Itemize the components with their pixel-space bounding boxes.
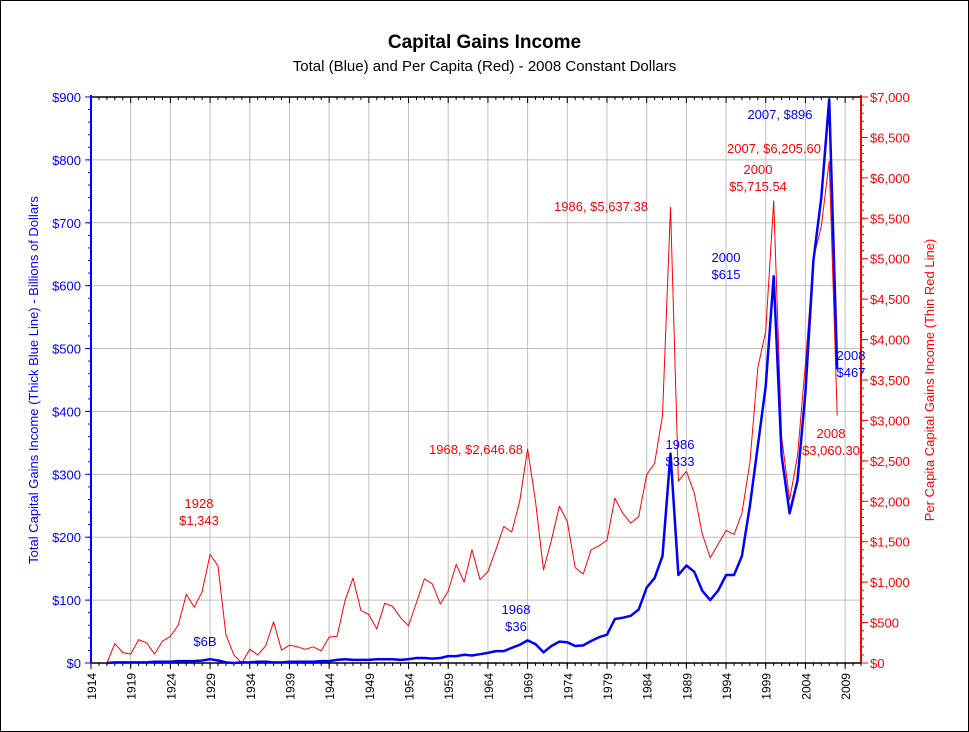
annotation-label: 2007, $6,205.60 [727,141,821,156]
series-line-per-capita [106,160,838,664]
y-right-tick-label: $2,500 [870,454,910,469]
annotation-label: 2007, $896 [747,107,812,122]
annotation-label: 1928 [185,496,214,511]
annotation-label: $1,343 [179,513,219,528]
chart-subtitle: Total (Blue) and Per Capita (Red) - 2008… [292,58,677,75]
y-left-tick-label: $300 [52,467,81,482]
annotation-label: 1986 [666,437,695,452]
y-right-tick-label: $2,000 [870,494,910,509]
annotation-label: 2000 [712,250,741,265]
annotation-label: $333 [666,454,695,469]
y-right-tick-label: $1,000 [870,575,910,590]
y-left-tick-label: $400 [52,404,81,419]
y-axis-right-label: Per Capita Capital Gains Income (Thin Re… [922,239,937,522]
y-right-tick-label: $6,000 [870,171,910,186]
y-left-tick-label: $600 [52,279,81,294]
annotation-label: 1968 [502,602,531,617]
series-lines [106,98,839,665]
y-left-tick-label: $500 [52,342,81,357]
chart-title: Capital Gains Income [387,32,582,53]
annotation-label: $6B [193,634,216,649]
x-tick-label: 1914 [85,673,99,700]
annotation-label: 2008 [837,348,866,363]
axes: $0 $100 $200 $300 $400 $500 $600 $700 $800 $900 19… [52,90,910,700]
y-right-tick-label: $5,000 [870,252,910,267]
annotation-label: 1986, $5,637.38 [554,199,648,214]
y-left-tick-label: $100 [52,593,81,608]
y-right-tick-label: $1,500 [870,535,910,550]
y-right-tick-label: $4,000 [870,333,910,348]
annotations: $6B 1968 $36 1986 $333 2000 $615 2007, $896 2008… [179,107,865,649]
series-line-total [106,98,839,665]
y-left-tick-label: $900 [52,90,81,105]
y-right-tick-label: $5,500 [870,211,910,226]
annotation-label: 2008 [817,426,846,441]
x-tick-label: 1984 [641,673,655,700]
y-right-tick-label: $0 [870,656,884,671]
annotation-label: $5,715.54 [729,179,787,194]
x-tick-label: 1969 [522,673,536,700]
x-tick-label: 2004 [799,673,813,700]
x-tick-label: 1999 [760,673,774,700]
x-tick-label: 1939 [283,673,297,700]
x-tick-label: 1924 [164,673,178,700]
x-tick-label: 1974 [561,673,575,700]
x-tick-label: 1919 [125,673,139,700]
y-right-tick-label: $3,000 [870,413,910,428]
y-right-tick-label: $6,500 [870,130,910,145]
x-tick-label: 1949 [363,673,377,700]
y-right-tick-label: $4,500 [870,292,910,307]
annotation-label: $36 [505,619,527,634]
y-right-tick-label: $3,500 [870,373,910,388]
x-tick-label: 1979 [601,673,615,700]
x-tick-label: 1964 [482,673,496,700]
annotation-label: $615 [712,267,741,282]
x-tick-label: 1959 [442,673,456,700]
y-left-tick-label: $0 [67,656,81,671]
x-tick-label: 2009 [839,673,853,700]
y-left-tick-label: $800 [52,153,81,168]
y-right-tick-label: $500 [870,616,899,631]
annotation-label: $3,060.30 [802,443,860,458]
x-tick-label: 1934 [244,673,258,700]
y-left-tick-label: $700 [52,216,81,231]
y-left-tick-label: $200 [52,530,81,545]
y-axis-left-label: Total Capital Gains Income (Thick Blue L… [26,196,41,564]
x-tick-label: 1989 [680,673,694,700]
x-tick-label: 1944 [323,673,337,700]
y-right-tick-label: $7,000 [870,90,910,105]
annotation-label: 2000 [744,162,773,177]
x-tick-label: 1954 [403,673,417,700]
x-tick-label: 1994 [720,673,734,700]
annotation-label: 1968, $2,646.68 [429,442,523,457]
x-tick-label: 1929 [204,673,218,700]
annotation-label: $467 [837,365,866,380]
